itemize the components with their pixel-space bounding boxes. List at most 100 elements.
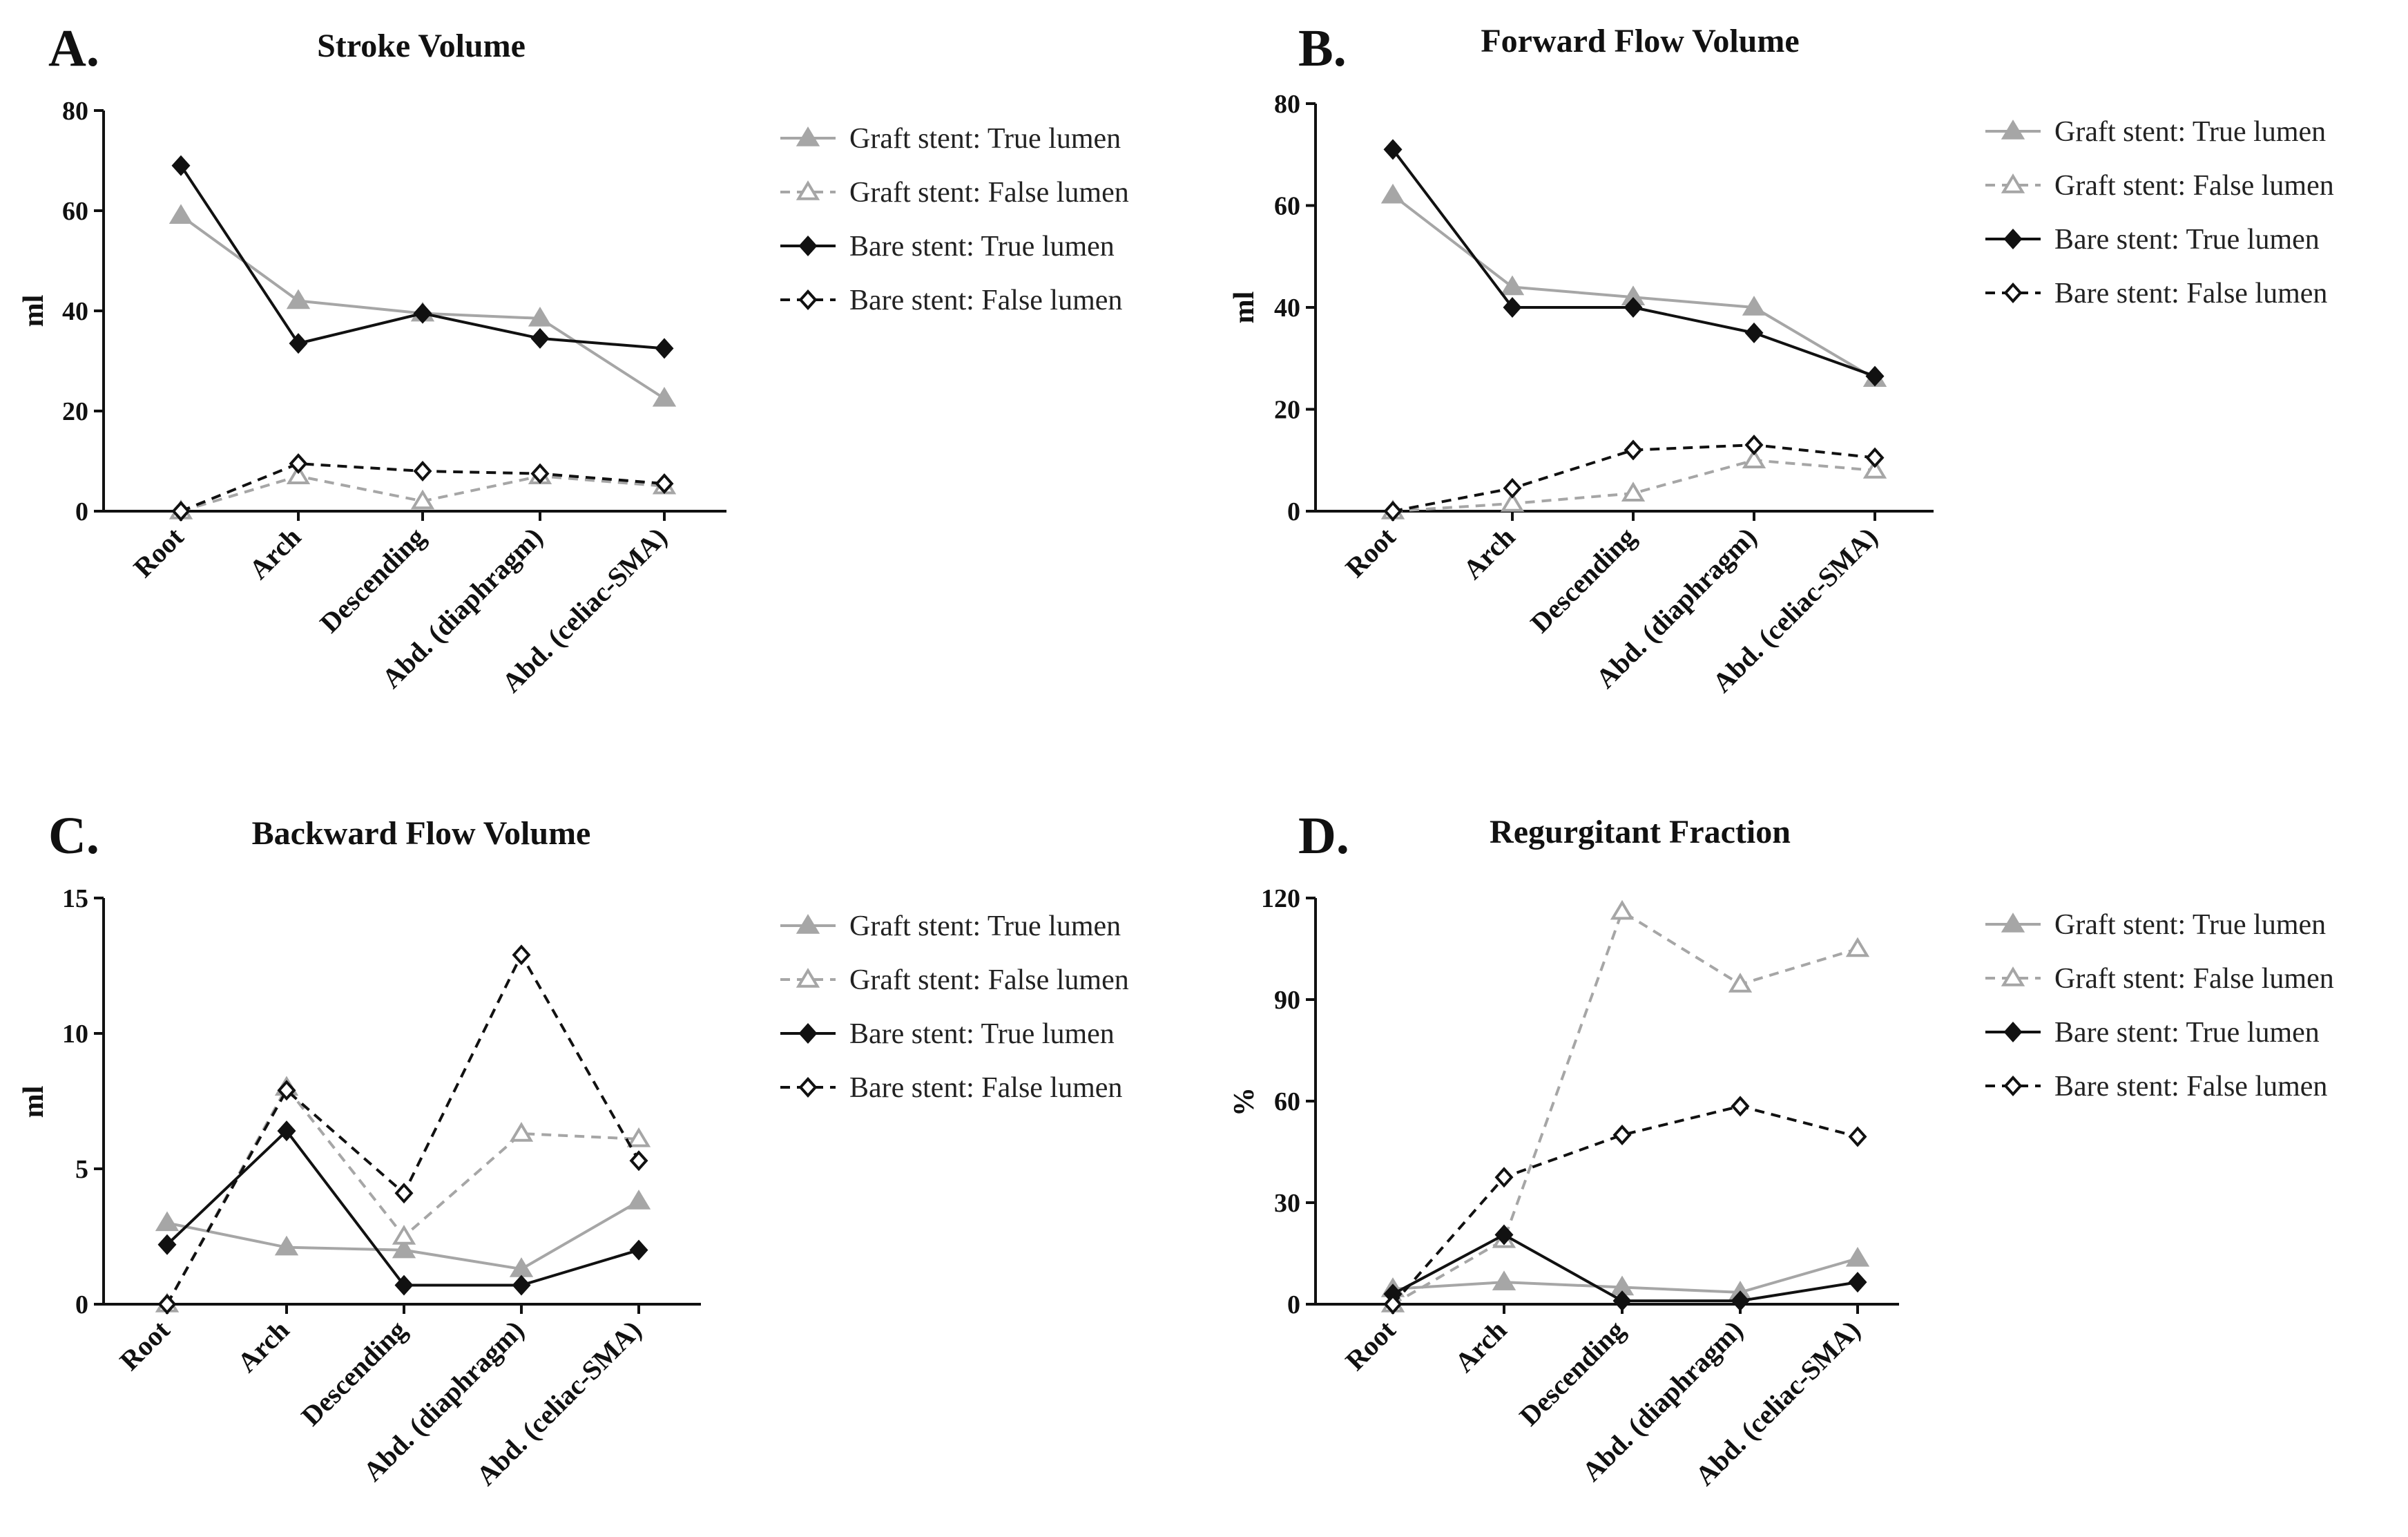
data-point bbox=[629, 1150, 648, 1172]
legend-label: Bare stent: False lumen bbox=[2054, 1071, 2327, 1102]
data-point bbox=[392, 1225, 416, 1245]
data-point bbox=[655, 473, 674, 495]
y-axis-label: ml bbox=[18, 295, 50, 327]
legend-label: Bare stent: False lumen bbox=[2054, 278, 2327, 309]
legend: Graft stent: True lumen Graft stent: Fals… bbox=[780, 123, 1129, 316]
data-point bbox=[1383, 139, 1403, 160]
series-4 bbox=[171, 453, 674, 522]
data-point bbox=[1612, 1125, 1632, 1145]
legend-marker bbox=[798, 1023, 818, 1044]
data-point bbox=[277, 1120, 296, 1142]
data-point bbox=[1848, 1272, 1867, 1293]
y-tick-label: 90 bbox=[1274, 986, 1300, 1015]
legend-marker bbox=[798, 236, 818, 256]
y-tick-label: 20 bbox=[62, 397, 88, 426]
data-point bbox=[1742, 448, 1766, 468]
chart-panel-1: A. Stroke Volume 0 20 40 60 80 ml Root Arch Descen… bbox=[18, 19, 1129, 698]
series-3 bbox=[1383, 1224, 1867, 1312]
x-category-label: Arch bbox=[243, 522, 307, 586]
panel-letter: A. bbox=[48, 19, 99, 77]
x-category-label: Arch bbox=[1457, 522, 1521, 586]
panel-letter: D. bbox=[1298, 807, 1349, 865]
legend-label: Graft stent: False lumen bbox=[849, 964, 1129, 996]
legend-marker bbox=[2003, 1076, 2023, 1096]
x-category-label: Root bbox=[1339, 521, 1401, 583]
legend-marker bbox=[796, 180, 820, 200]
data-point bbox=[157, 1234, 177, 1255]
y-tick-label: 80 bbox=[62, 97, 88, 126]
legend-marker bbox=[2001, 966, 2025, 986]
data-point bbox=[1500, 275, 1525, 296]
series-2 bbox=[1380, 899, 1870, 1312]
chart-panel-4: D. Regurgitant Fraction 0 30 60 90 120% Root Arc… bbox=[1229, 807, 2334, 1491]
chart-title: Forward Flow Volume bbox=[1481, 23, 1799, 59]
data-point bbox=[289, 453, 308, 475]
data-point bbox=[528, 306, 552, 327]
data-point bbox=[512, 944, 531, 966]
data-point bbox=[629, 1239, 648, 1261]
legend-marker bbox=[2001, 913, 2025, 933]
legend-marker bbox=[2003, 283, 2023, 303]
data-point bbox=[1742, 296, 1766, 316]
legend-marker bbox=[2003, 1022, 2023, 1042]
data-point bbox=[509, 1122, 534, 1142]
legend-marker bbox=[796, 914, 820, 934]
data-point bbox=[171, 155, 191, 176]
chart-panel-2: B. Forward Flow Volume 0 20 40 60 80 ml Root Arch… bbox=[1229, 19, 2334, 698]
data-point bbox=[1865, 365, 1885, 387]
data-point bbox=[652, 386, 677, 407]
y-tick-label: 20 bbox=[1274, 396, 1300, 425]
series-4 bbox=[1383, 1096, 1867, 1315]
legend-label: Graft stent: True lumen bbox=[2054, 116, 2326, 148]
data-point bbox=[512, 1275, 531, 1296]
y-axis-label: ml bbox=[18, 1086, 50, 1118]
data-point bbox=[1610, 899, 1635, 920]
y-tick-label: 15 bbox=[62, 884, 88, 913]
data-point bbox=[1848, 1126, 1867, 1147]
chart-title: Backward Flow Volume bbox=[252, 815, 591, 852]
data-point bbox=[1845, 1246, 1870, 1267]
data-point bbox=[1728, 973, 1753, 993]
legend-label: Graft stent: False lumen bbox=[2054, 170, 2334, 202]
y-tick-label: 80 bbox=[1274, 90, 1300, 119]
data-point bbox=[655, 338, 674, 359]
panel-letter: B. bbox=[1298, 19, 1347, 77]
data-point bbox=[286, 289, 311, 309]
legend-marker bbox=[798, 289, 818, 310]
data-point bbox=[289, 333, 308, 354]
y-tick-label: 40 bbox=[62, 297, 88, 326]
legend-marker bbox=[796, 126, 820, 146]
legend-label: Bare stent: True lumen bbox=[2054, 224, 2320, 256]
series-line bbox=[1391, 910, 1858, 1306]
legend-label: Graft stent: False lumen bbox=[2054, 963, 2334, 995]
x-category-label: Descending bbox=[1513, 1315, 1630, 1432]
data-point bbox=[626, 1127, 651, 1147]
series-1 bbox=[1380, 183, 1887, 387]
series-3 bbox=[157, 1120, 648, 1296]
x-category-label: Arch bbox=[1449, 1315, 1513, 1379]
legend-label: Graft stent: False lumen bbox=[849, 177, 1129, 209]
series-line bbox=[1391, 149, 1876, 378]
series-4 bbox=[157, 944, 648, 1315]
legend: Graft stent: True lumen Graft stent: Fals… bbox=[1985, 116, 2334, 309]
data-point bbox=[171, 501, 191, 522]
data-point bbox=[1612, 1290, 1632, 1312]
data-point bbox=[1494, 1167, 1514, 1188]
data-point bbox=[530, 327, 550, 349]
data-point bbox=[1492, 1270, 1516, 1290]
data-point bbox=[1624, 439, 1643, 461]
x-category-label: Descending bbox=[1524, 522, 1641, 639]
y-tick-label: 5 bbox=[75, 1155, 88, 1184]
y-axis-label: % bbox=[1229, 1087, 1260, 1116]
data-point bbox=[168, 204, 193, 224]
legend-label: Graft stent: True lumen bbox=[2054, 909, 2326, 941]
data-point bbox=[274, 1235, 299, 1256]
data-point bbox=[286, 464, 311, 484]
data-point bbox=[277, 1080, 296, 1101]
chart-title: Regurgitant Fraction bbox=[1490, 814, 1791, 850]
y-axis-label: ml bbox=[1229, 292, 1260, 324]
data-point bbox=[1383, 1294, 1403, 1315]
series-2 bbox=[1380, 448, 1887, 519]
y-tick-label: 0 bbox=[1287, 1290, 1300, 1319]
